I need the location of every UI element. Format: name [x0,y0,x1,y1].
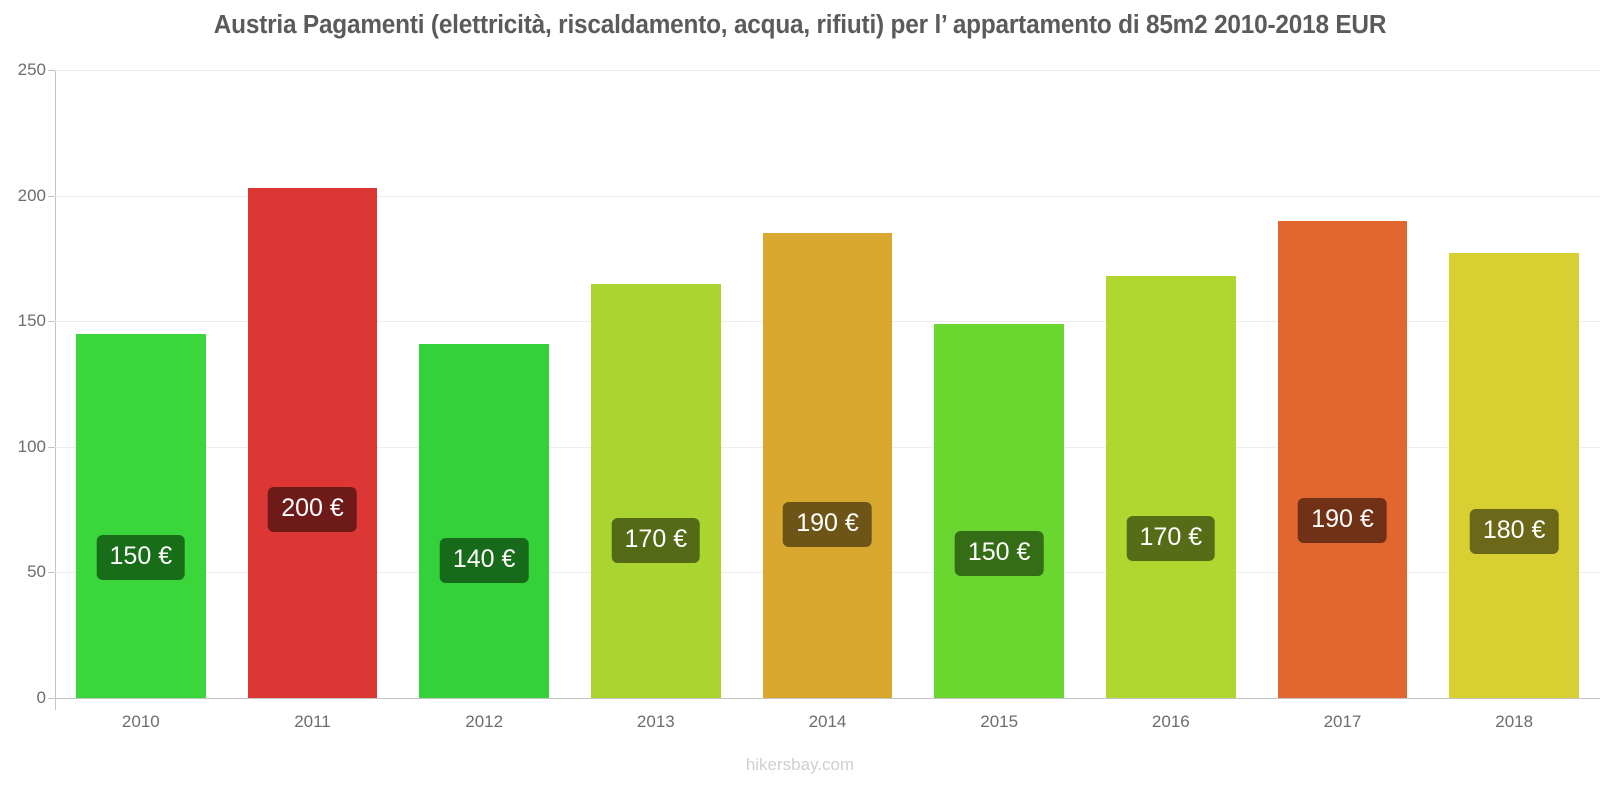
bar-value-label: 200 € [268,487,357,533]
bar-2012[interactable]: 140 € [419,343,549,698]
y-tick-label: 150 [17,311,46,331]
y-tick-mark [48,195,55,197]
gridline [55,195,1600,197]
bar-value-label: 190 € [1298,497,1387,543]
bar-2013[interactable]: 170 € [591,283,721,698]
x-tick-label-2016: 2016 [1151,712,1190,731]
bar-2016[interactable]: 170 € [1106,275,1236,698]
y-tick-mark [48,446,55,448]
x-tick-label-2018: 2018 [1495,712,1534,731]
bar-value-label: 180 € [1469,508,1559,554]
gridline [55,70,1600,71]
bar-2010[interactable]: 150 € [76,333,206,698]
bar-value-label: 170 € [1126,515,1216,561]
bar-value-label: 170 € [611,518,701,564]
x-tick-label-2013: 2013 [636,712,675,731]
y-tick-label: 200 [17,185,46,205]
x-tick-label-2010: 2010 [121,712,160,731]
y-tick-label: 250 [17,60,46,79]
x-tick-label-2011: 2011 [294,712,331,731]
y-tick-mark [48,321,55,323]
y-axis-line [55,70,56,710]
x-tick-label-2017: 2017 [1323,712,1362,731]
bar-value-label: 150 € [96,534,186,580]
bar-value-label: 150 € [954,531,1044,577]
bar-2015[interactable]: 150 € [934,323,1064,698]
bar-2017[interactable]: 190 € [1277,220,1408,698]
bar-2018[interactable]: 180 € [1449,253,1579,698]
bar-2014[interactable]: 190 € [762,233,893,698]
footer-credit: hikersbay.com [745,755,855,774]
y-tick-label: 100 [17,436,46,456]
bar-2011[interactable]: 200 € [247,188,378,698]
x-tick-label-2012: 2012 [465,712,504,731]
y-tick-mark [48,698,55,699]
x-tick-label-2015: 2015 [980,712,1019,731]
plot-area: 150 € 200 € 140 € 170 € 190 € 150 € 170 € 190 €… [55,70,1600,699]
bar-value-label: 140 € [439,537,529,583]
y-tick-mark [48,572,55,574]
bar-value-label: 190 € [783,501,872,547]
chart-title: Austria Pagamenti (elettricità, riscalda… [213,11,1387,39]
y-tick-label: 0 [36,688,46,707]
y-tick-mark [48,70,55,71]
y-tick-label: 50 [27,562,46,582]
gridline [55,698,1600,699]
x-tick-label-2014: 2014 [808,712,847,731]
